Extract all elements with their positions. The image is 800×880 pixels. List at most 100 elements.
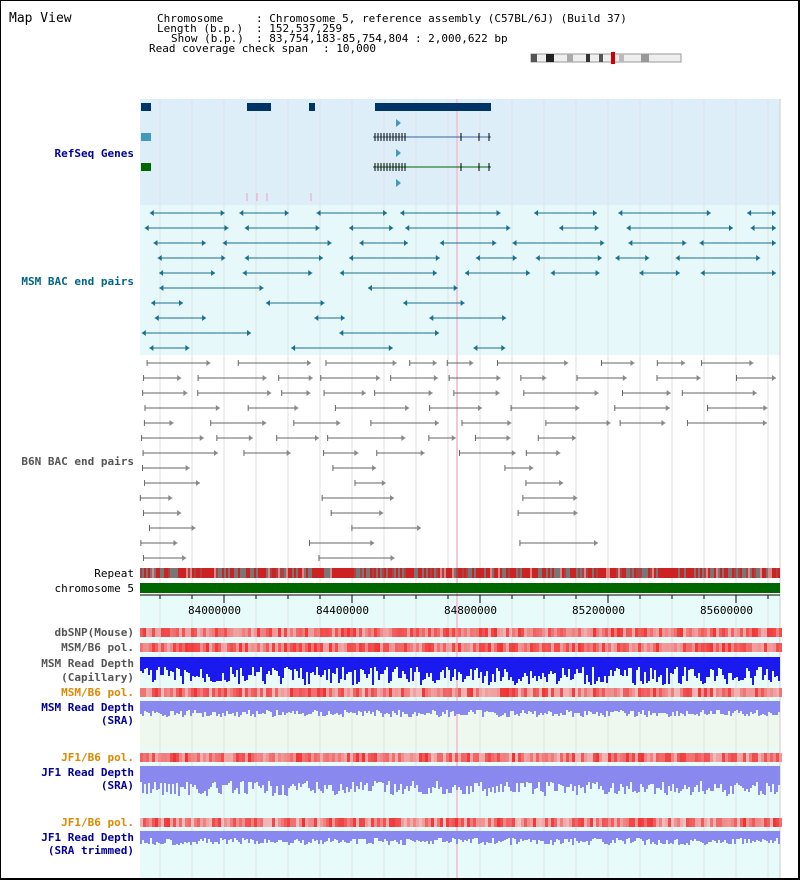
heat-cell (329, 688, 332, 697)
depth-bar (642, 701, 644, 710)
heat-cell (362, 753, 365, 762)
depth-bar (200, 657, 202, 669)
depth-bar (390, 701, 392, 717)
heat-cell (152, 628, 155, 637)
heat-cell (164, 628, 167, 637)
heat-cell (335, 753, 338, 762)
heat-cell (671, 818, 674, 827)
heat-cell (581, 643, 584, 652)
heat-cell (530, 818, 533, 827)
heat-cell (461, 628, 464, 637)
depth-bar (334, 831, 336, 839)
repeat-segment (506, 568, 508, 578)
depth-bar (654, 766, 656, 794)
depth-bar (374, 831, 376, 838)
depth-bar (142, 766, 144, 793)
track-label-jf1-depth-trimmed[interactable]: JF1 Read Depth (41, 831, 134, 844)
heat-cell (200, 818, 203, 827)
depth-bar (218, 701, 220, 714)
heat-cell (506, 818, 509, 827)
heat-cell (326, 628, 329, 637)
repeat-segment (484, 568, 486, 578)
depth-bar (522, 831, 524, 841)
track-label-msm-bac[interactable]: MSM BAC end pairs (21, 275, 134, 288)
depth-bar (184, 701, 186, 715)
depth-bar (634, 701, 636, 717)
b6n-bac-end (428, 390, 433, 396)
track-label-jf1-pol-trimmed[interactable]: JF1/B6 pol. (61, 816, 134, 829)
depth-bar (770, 657, 772, 682)
heat-cell (692, 818, 695, 827)
depth-bar (638, 701, 640, 712)
depth-bar (382, 657, 384, 674)
depth-bar (720, 657, 722, 669)
depth-bar (564, 766, 566, 793)
heat-cell (428, 688, 431, 697)
depth-bar (542, 766, 544, 792)
track-label-chromosome[interactable]: chromosome 5 (54, 582, 134, 595)
heat-cell (290, 688, 293, 697)
depth-bar (294, 766, 296, 786)
heat-cell (215, 628, 218, 637)
heat-cell (488, 688, 491, 697)
depth-bar (612, 766, 614, 783)
heat-cell (647, 753, 650, 762)
heat-cell (236, 628, 239, 637)
depth-bar (666, 831, 668, 840)
depth-bar (408, 766, 410, 791)
depth-bar (260, 657, 262, 667)
msm-bac-end (435, 255, 440, 261)
heat-cell (494, 643, 497, 652)
track-label-dbsnp[interactable]: dbSNP(Mouse) (54, 626, 134, 639)
heat-cell (593, 688, 596, 697)
depth-bar (284, 766, 286, 795)
heat-cell (722, 688, 725, 697)
repeat-segment (642, 568, 644, 578)
track-label-b6n-bac[interactable]: B6N BAC end pairs (21, 455, 134, 468)
depth-bar (638, 657, 640, 667)
heat-cell (389, 818, 392, 827)
heat-cell (332, 753, 335, 762)
msm-bac-end (400, 210, 405, 216)
heat-cell (281, 688, 284, 697)
depth-bar (486, 701, 488, 711)
depth-bar (608, 766, 610, 792)
msm-bac-end (244, 225, 249, 231)
depth-bar (622, 657, 624, 676)
msm-bac-end (349, 255, 354, 261)
heat-cell (596, 818, 599, 827)
track-label-jf1-pol[interactable]: JF1/B6 pol. (61, 751, 134, 764)
track-label-msm-b6-pol[interactable]: MSM/B6 pol. (61, 641, 134, 654)
heat-cell (539, 818, 542, 827)
depth-bar (318, 657, 320, 675)
heat-cell (209, 628, 212, 637)
heat-cell (275, 628, 278, 637)
info-coverage-key: Read coverage check span (149, 42, 308, 55)
depth-bar (178, 766, 180, 796)
track-label-repeat[interactable]: Repeat (94, 567, 134, 580)
heat-cell (251, 753, 254, 762)
heat-cell (677, 688, 680, 697)
track-label-msm-b6-pol-sra[interactable]: MSM/B6 pol. (61, 686, 134, 699)
heat-cell (755, 628, 758, 637)
repeat-segment (262, 568, 264, 578)
track-label-jf1-depth-sra[interactable]: JF1 Read Depth (41, 766, 134, 779)
depth-bar (216, 657, 218, 681)
track-label-msm-depth-sra[interactable]: MSM Read Depth (41, 701, 134, 714)
b6n-bac-end (559, 480, 564, 486)
depth-bar (644, 657, 646, 672)
heat-cell (470, 688, 473, 697)
depth-bar (302, 831, 304, 840)
track-label-msm-depth-capillary[interactable]: MSM Read Depth (41, 657, 134, 670)
heat-cell (656, 688, 659, 697)
depth-bar (300, 831, 302, 843)
depth-bar (612, 831, 614, 840)
depth-bar (304, 657, 306, 685)
depth-bar (724, 766, 726, 790)
heat-cell (287, 753, 290, 762)
track-label-refseq[interactable]: RefSeq Genes (54, 147, 134, 160)
depth-bar (450, 831, 452, 842)
depth-bar (472, 657, 474, 680)
heat-cell (377, 818, 380, 827)
